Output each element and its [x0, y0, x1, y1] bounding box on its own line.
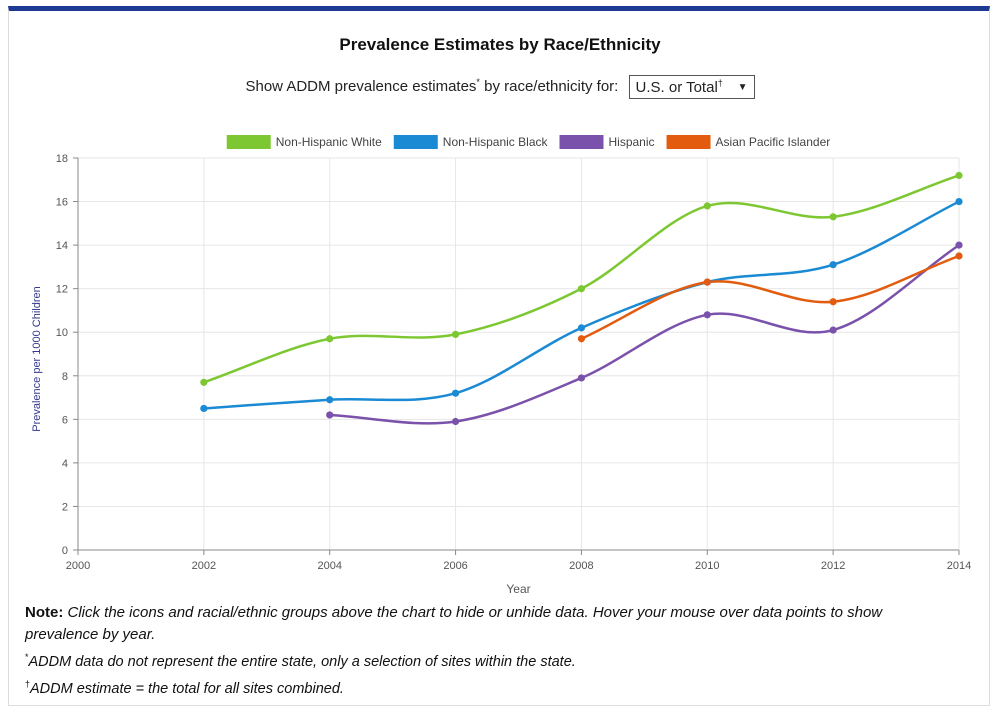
- legend-swatch-asian-pacific-islander[interactable]: [666, 135, 711, 149]
- legend-label-asian-pacific-islander: Asian Pacific Islander: [716, 135, 831, 149]
- series-line-asian-pacific-islander: [580, 254, 961, 341]
- data-point-asian-pacific-islander[interactable]: [829, 298, 837, 306]
- x-tick-label: 2004: [317, 560, 341, 572]
- note-label: Note:: [25, 604, 64, 621]
- x-tick-label: 2008: [569, 560, 593, 572]
- footnote-total: †ADDM estimate = the total for all sites…: [25, 673, 955, 700]
- x-tick-label: 2000: [66, 560, 90, 572]
- data-point-non-hispanic-black[interactable]: [326, 396, 334, 404]
- selector-prompt-mark: *: [476, 76, 480, 87]
- footnote-total-text: ADDM estimate = the total for all sites …: [30, 680, 344, 697]
- selector-row: Show ADDM prevalence estimates* by race/…: [9, 75, 991, 99]
- data-point-non-hispanic-black[interactable]: [577, 324, 586, 332]
- y-tick-label: 6: [62, 414, 68, 426]
- chevron-down-icon: ▼: [737, 82, 748, 93]
- note-paragraph: Note: Click the icons and racial/ethnic …: [25, 602, 955, 646]
- data-point-non-hispanic-white[interactable]: [703, 202, 711, 210]
- data-point-non-hispanic-white[interactable]: [200, 378, 208, 386]
- data-point-asian-pacific-islander[interactable]: [955, 252, 963, 260]
- x-axis-title: Year: [506, 582, 530, 596]
- chart-title: Prevalence Estimates by Race/Ethnicity: [339, 35, 661, 54]
- x-tick-label: 2002: [192, 560, 216, 572]
- data-point-non-hispanic-black[interactable]: [955, 197, 963, 206]
- data-point-non-hispanic-white[interactable]: [955, 171, 963, 180]
- data-point-asian-pacific-islander[interactable]: [703, 278, 711, 286]
- data-point-non-hispanic-black[interactable]: [451, 389, 460, 397]
- y-tick-label: 2: [62, 501, 68, 513]
- chart-card: Prevalence Estimates by Race/Ethnicity S…: [8, 6, 990, 706]
- legend-swatch-hispanic[interactable]: [559, 135, 604, 149]
- y-axis-title: Prevalence per 1000 Children: [31, 286, 43, 432]
- y-tick-label: 10: [56, 327, 68, 339]
- data-point-hispanic[interactable]: [829, 326, 837, 334]
- data-point-non-hispanic-white[interactable]: [577, 285, 586, 293]
- y-tick-label: 4: [62, 458, 68, 470]
- data-point-non-hispanic-white[interactable]: [451, 330, 460, 338]
- y-tick-label: 8: [62, 371, 68, 383]
- footnote-sites: *ADDM data do not represent the entire s…: [25, 646, 955, 673]
- data-point-non-hispanic-black[interactable]: [829, 261, 837, 269]
- data-point-hispanic[interactable]: [577, 374, 586, 382]
- data-point-hispanic[interactable]: [326, 411, 334, 419]
- chart-notes: Note: Click the icons and racial/ethnic …: [25, 602, 955, 700]
- x-tick-label: 2010: [695, 560, 719, 572]
- legend-label-non-hispanic-white: Non-Hispanic White: [276, 135, 382, 149]
- note-text: Click the icons and racial/ethnic groups…: [25, 604, 883, 643]
- data-point-non-hispanic-white[interactable]: [829, 213, 837, 221]
- series-line-hispanic: [328, 243, 961, 425]
- data-point-asian-pacific-islander[interactable]: [577, 335, 586, 343]
- x-tick-label: 2012: [821, 560, 845, 572]
- legend-swatch-non-hispanic-black[interactable]: [393, 135, 438, 149]
- region-select-value: U.S. or Total: [635, 79, 718, 96]
- data-point-hispanic[interactable]: [451, 417, 460, 426]
- data-point-hispanic[interactable]: [703, 311, 711, 319]
- data-point-non-hispanic-white[interactable]: [326, 335, 334, 343]
- y-tick-label: 0: [62, 545, 68, 557]
- region-select-mark: †: [717, 78, 723, 88]
- footnote-total-mark: †: [25, 678, 31, 689]
- x-tick-label: 2014: [947, 560, 971, 572]
- data-point-non-hispanic-black[interactable]: [200, 404, 208, 413]
- legend-swatch-non-hispanic-white[interactable]: [226, 135, 271, 149]
- data-point-hispanic[interactable]: [955, 241, 963, 249]
- y-tick-label: 12: [56, 284, 68, 296]
- footnote-sites-mark: *: [25, 652, 29, 662]
- selector-prompt: Show ADDM prevalence estimates: [245, 77, 477, 95]
- region-select[interactable]: U.S. or Total† ▼: [628, 75, 755, 99]
- legend-label-non-hispanic-black: Non-Hispanic Black: [443, 135, 549, 149]
- y-tick-label: 14: [56, 240, 68, 252]
- x-tick-label: 2006: [443, 560, 467, 572]
- y-tick-label: 18: [56, 153, 68, 165]
- legend-label-hispanic: Hispanic: [609, 135, 655, 149]
- footnote-sites-text: ADDM data do not represent the entire st…: [28, 653, 576, 670]
- selector-prompt-suffix: by race/ethnicity for:: [479, 77, 619, 95]
- y-tick-label: 16: [56, 197, 68, 209]
